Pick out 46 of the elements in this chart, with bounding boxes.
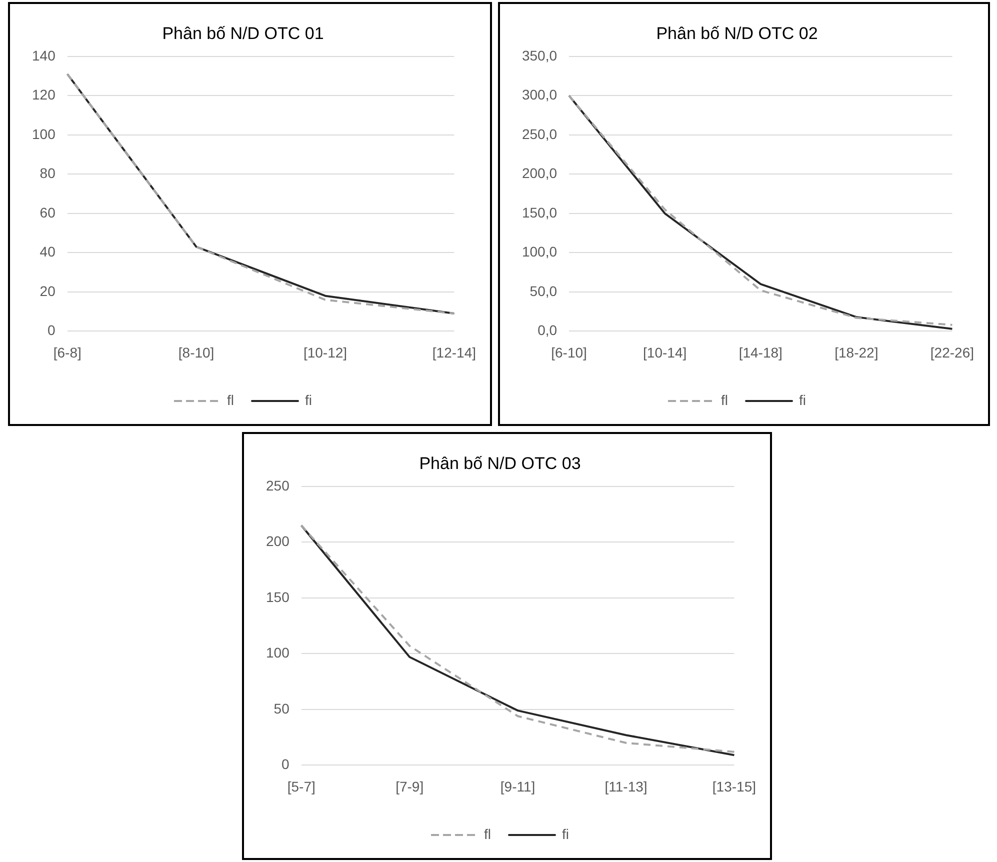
x-tick-label: [12-14] [432,344,476,360]
y-tick-label: 60 [40,204,56,220]
x-tick-label: [11-13] [604,778,648,794]
x-tick-label: [6-8] [53,344,82,360]
y-tick-label: 40 [40,244,56,260]
y-tick-label: 200,0 [522,165,558,182]
y-tick-label: 100 [32,126,56,142]
y-tick-label: 20 [40,282,56,299]
x-tick-label: [13-15] [712,778,756,794]
x-tick-label: [8-10] [178,344,214,360]
legend-label: fl [721,392,728,408]
y-tick-label: 50 [274,700,290,716]
y-tick-label: 0 [282,756,290,772]
y-tick-label: 200 [266,533,290,550]
legend-label: fi [799,392,806,408]
x-tick-label: [5-7] [287,778,316,794]
y-tick-label: 100 [266,644,290,661]
chart-title: Phân bố N/D OTC 02 [656,24,818,43]
y-tick-label: 100,0 [522,244,558,260]
x-tick-label: [7-9] [396,778,424,794]
x-tick-label: [18-22] [834,344,878,360]
legend-label: fi [305,392,312,408]
legend-label: fl [227,392,234,408]
line-series [66,73,456,315]
x-tick-label: [10-12] [303,344,348,360]
x-tick-label: [14-18] [738,344,782,360]
y-tick-label: 0 [48,322,56,338]
x-tick-label: [22-26] [930,344,974,360]
y-tick-label: 120 [32,86,56,103]
y-tick-label: 250,0 [522,126,558,142]
legend-label: fl [484,826,491,842]
x-tick-label: [9-11] [500,778,536,794]
y-tick-label: 350,0 [522,47,558,64]
x-tick-label: [6-10] [551,344,587,360]
chart-title: Phân bố N/D OTC 01 [162,24,324,43]
y-tick-label: 250 [266,477,290,494]
y-tick-label: 80 [40,165,56,182]
y-tick-label: 50,0 [530,282,558,299]
y-tick-label: 0,0 [538,322,558,338]
chart-title: Phân bố N/D OTC 03 [419,454,581,473]
y-tick-label: 150 [266,588,290,605]
x-tick-label: [10-14] [643,344,687,360]
y-tick-label: 140 [32,47,56,64]
y-tick-label: 300,0 [522,86,558,103]
legend-label: fi [562,826,569,842]
y-tick-label: 150,0 [522,204,558,220]
